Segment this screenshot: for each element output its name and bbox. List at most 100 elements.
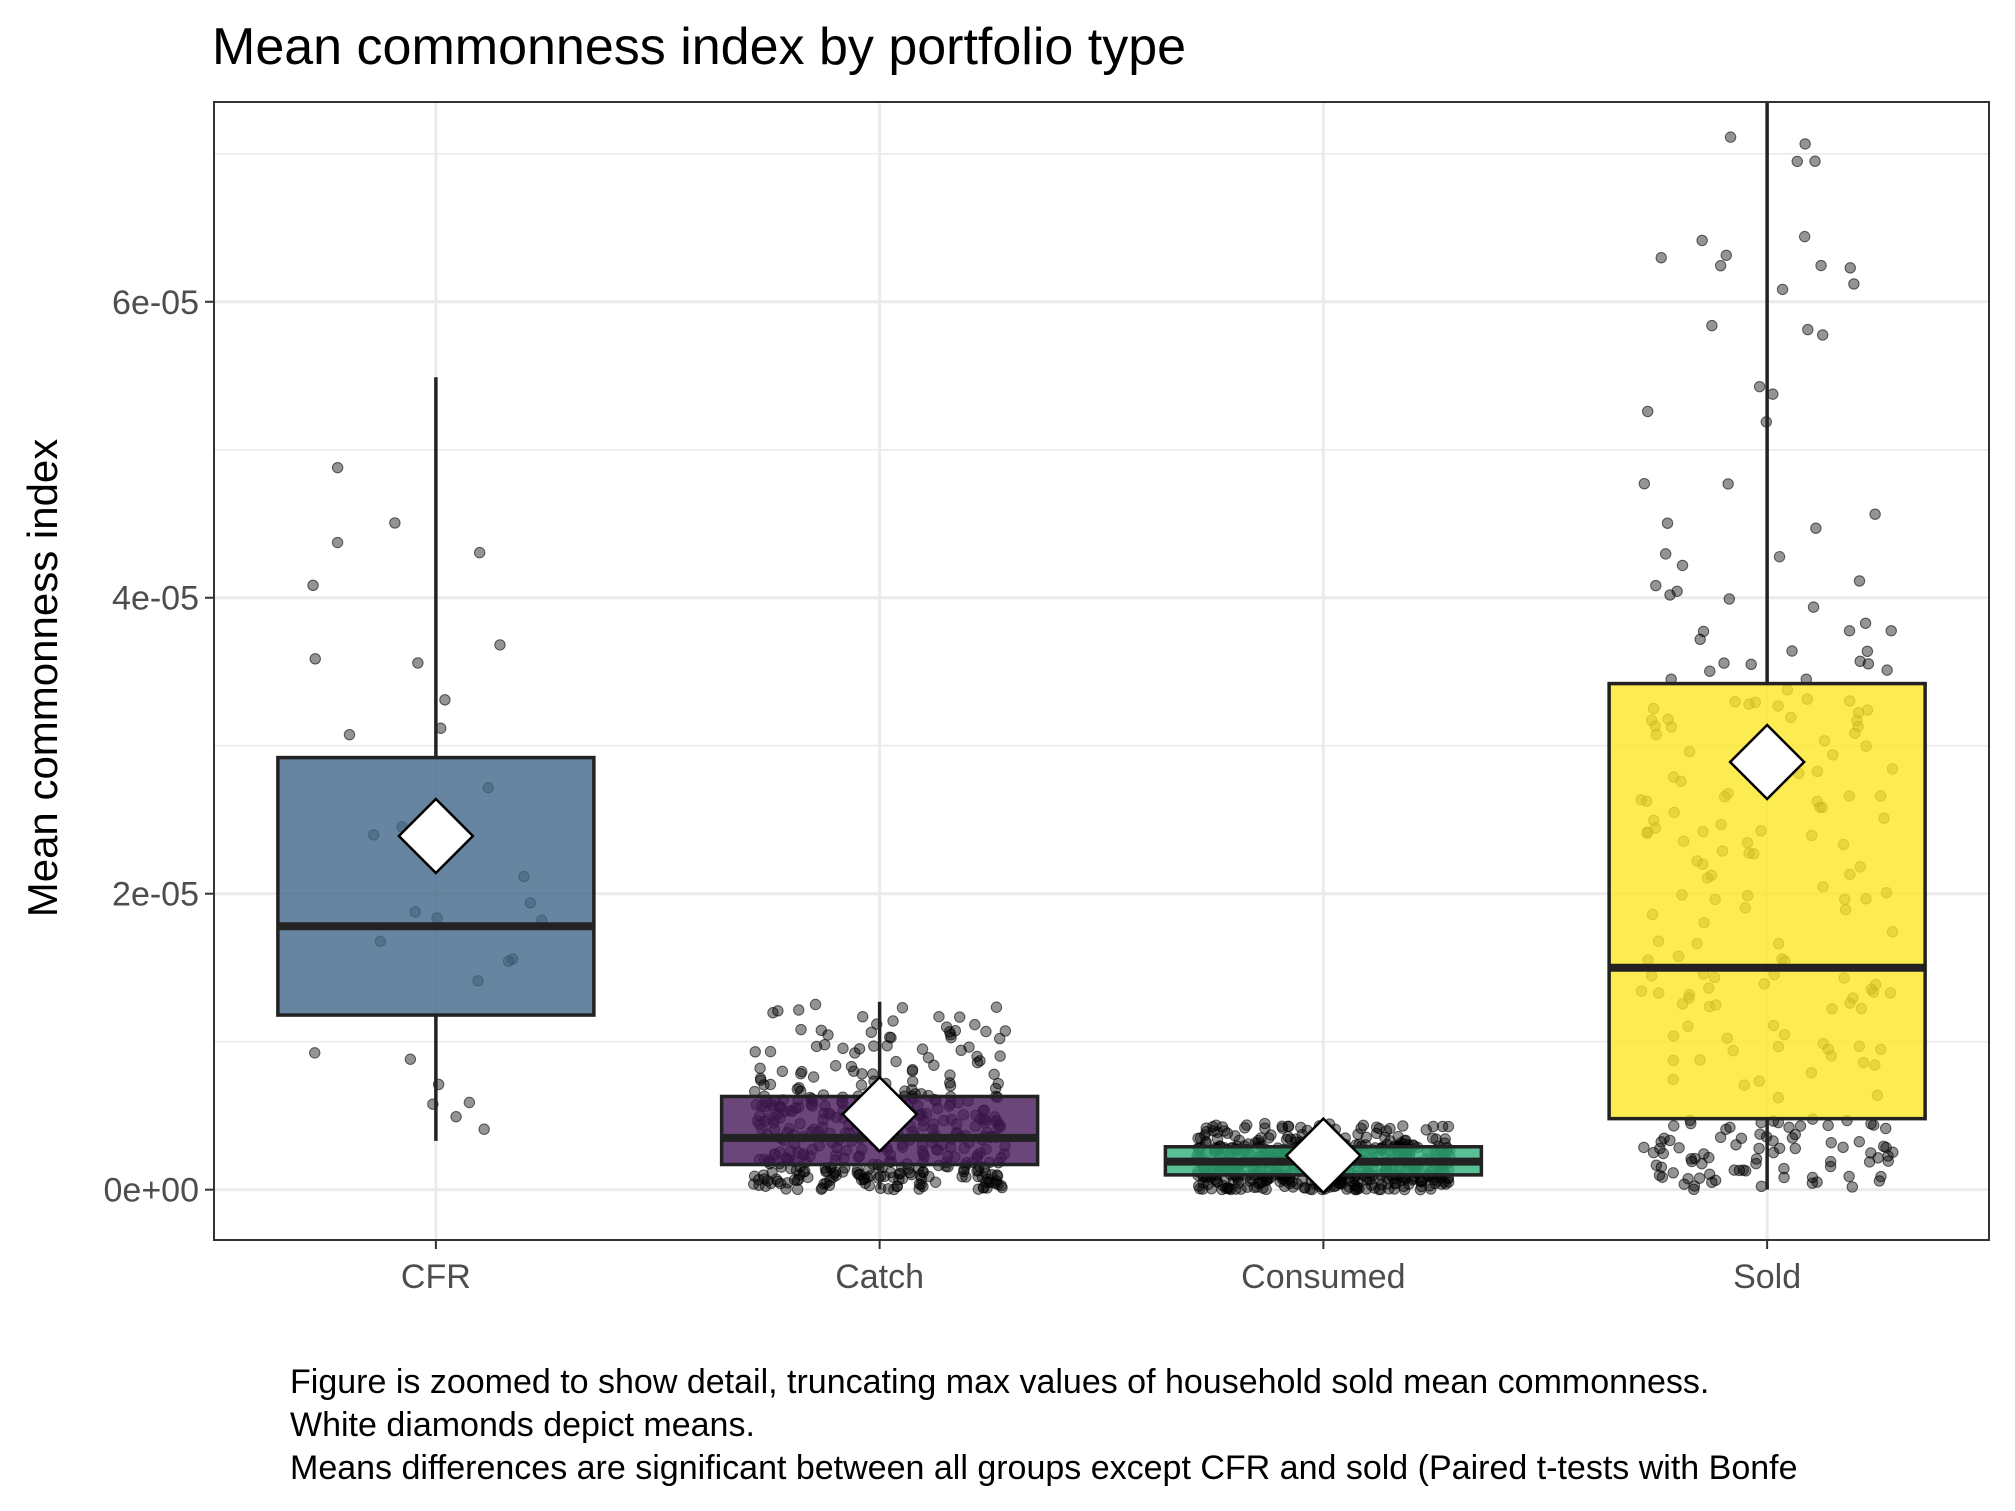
jitter-point bbox=[999, 1025, 1012, 1037]
jitter-point bbox=[1728, 1164, 1740, 1176]
jitter-point bbox=[753, 1179, 765, 1192]
jitter-point bbox=[1753, 380, 1766, 393]
jitter-point bbox=[1638, 477, 1651, 490]
jitter-point bbox=[1659, 548, 1672, 560]
jitter-point bbox=[1881, 664, 1893, 676]
jitter-point bbox=[1786, 1132, 1799, 1144]
jitter-point bbox=[988, 1068, 1000, 1080]
jitter-point bbox=[944, 1077, 956, 1089]
jitter-point bbox=[767, 1007, 779, 1019]
jitter-point bbox=[954, 1011, 966, 1023]
jitter-point bbox=[980, 1025, 992, 1038]
jitter-point bbox=[1239, 1122, 1251, 1134]
jitter-point bbox=[1815, 259, 1827, 272]
jitter-point bbox=[1403, 1178, 1415, 1190]
jitter-point bbox=[1714, 1131, 1727, 1144]
jitter-point bbox=[1844, 262, 1856, 274]
jitter-point bbox=[1867, 1119, 1880, 1131]
jitter-point bbox=[1685, 1153, 1697, 1165]
caption: Figure is zoomed to show detail, truncat… bbox=[290, 1363, 1798, 1487]
jitter-point bbox=[1657, 1147, 1669, 1160]
jitter-point bbox=[1703, 1168, 1716, 1180]
jitter-point bbox=[309, 653, 321, 665]
jitter-point bbox=[1807, 601, 1820, 613]
jitter-point bbox=[791, 1174, 804, 1187]
jitter-point bbox=[989, 1177, 1002, 1190]
jitter-point bbox=[1778, 1171, 1790, 1184]
jitter-point bbox=[1773, 1142, 1786, 1154]
jitter-point bbox=[896, 1002, 909, 1014]
jitter-point bbox=[1846, 1181, 1858, 1193]
jitter-point bbox=[933, 1010, 945, 1023]
jitter-point bbox=[1882, 1150, 1894, 1162]
jitter-point bbox=[1873, 1175, 1886, 1187]
jitter-point bbox=[1798, 230, 1811, 243]
jitter-point bbox=[1678, 1178, 1690, 1190]
jitter-point bbox=[1211, 1133, 1224, 1145]
jitter-point bbox=[969, 1018, 981, 1031]
x-axis: CFR Catch Consumed Sold bbox=[401, 1240, 1801, 1296]
jitter-point bbox=[1427, 1120, 1439, 1133]
caption-line-1: Figure is zoomed to show detail, truncat… bbox=[290, 1363, 1709, 1401]
jitter-point bbox=[1352, 1128, 1364, 1140]
jitter-point bbox=[1638, 1141, 1650, 1154]
jitter-point bbox=[1822, 1119, 1834, 1132]
jitter-point bbox=[1859, 617, 1872, 629]
jitter-point bbox=[1877, 1140, 1890, 1153]
caption-line-3: Means differences are significant betwee… bbox=[290, 1449, 1798, 1487]
jitter-point bbox=[884, 1031, 896, 1043]
jitter-point bbox=[1259, 1117, 1271, 1130]
jitter-point bbox=[960, 1171, 972, 1183]
jitter-point bbox=[1698, 1148, 1710, 1160]
jitter-point bbox=[1853, 1136, 1865, 1148]
jitter-point bbox=[1642, 405, 1654, 418]
jitter-point bbox=[389, 517, 401, 529]
jitter-point bbox=[1724, 1121, 1736, 1133]
jitter-point bbox=[881, 1040, 893, 1052]
jitter-point bbox=[1809, 155, 1821, 167]
jitter-point bbox=[1667, 1167, 1679, 1179]
jitter-point bbox=[993, 1032, 1006, 1045]
jitter-point bbox=[1255, 1132, 1267, 1144]
jitter-point bbox=[1668, 1120, 1680, 1132]
jitter-point bbox=[1336, 1178, 1348, 1190]
jitter-point bbox=[776, 1065, 789, 1077]
y-tick-label: 4e-05 bbox=[112, 580, 199, 618]
jitter-point bbox=[754, 1072, 767, 1085]
jitter-point bbox=[1750, 1157, 1762, 1170]
jitter-point bbox=[1704, 665, 1716, 677]
jitter-point bbox=[1802, 323, 1814, 336]
jitter-point bbox=[1720, 249, 1732, 261]
caption-line-2: White diamonds depict means. bbox=[290, 1406, 755, 1444]
jitter-point bbox=[309, 1047, 321, 1059]
jitter-point bbox=[1848, 278, 1860, 290]
jitter-point bbox=[1773, 551, 1786, 563]
jitter-point bbox=[1825, 1137, 1837, 1149]
jitter-point bbox=[1810, 522, 1822, 534]
jitter-point bbox=[1295, 1121, 1307, 1134]
jitter-point bbox=[1241, 1181, 1253, 1193]
jitter-point bbox=[754, 1062, 766, 1075]
jitter-point bbox=[978, 1182, 990, 1194]
jitter-point bbox=[412, 657, 424, 669]
jitter-point bbox=[1655, 251, 1667, 264]
jitter-point bbox=[795, 1023, 807, 1036]
jitter-point bbox=[1755, 1180, 1768, 1193]
jitter-point bbox=[1706, 319, 1718, 332]
y-tick-label: 2e-05 bbox=[112, 876, 199, 914]
jitter-point bbox=[863, 1179, 876, 1192]
jitter-point bbox=[1837, 1141, 1849, 1154]
jitter-point bbox=[494, 639, 506, 651]
jitter-point bbox=[1388, 1183, 1401, 1195]
jitter-point bbox=[1753, 1142, 1765, 1155]
jitter-point bbox=[994, 1050, 1006, 1062]
jitter-point bbox=[1750, 1153, 1763, 1165]
jitter-point bbox=[343, 728, 356, 741]
jitter-point bbox=[1429, 1177, 1441, 1190]
jitter-point bbox=[1754, 1128, 1766, 1140]
jitter-point bbox=[1200, 1122, 1212, 1134]
jitter-point bbox=[990, 1001, 1003, 1013]
jitter-point bbox=[867, 1068, 879, 1080]
jitter-point bbox=[922, 1051, 935, 1064]
jitter-point bbox=[829, 1166, 842, 1178]
